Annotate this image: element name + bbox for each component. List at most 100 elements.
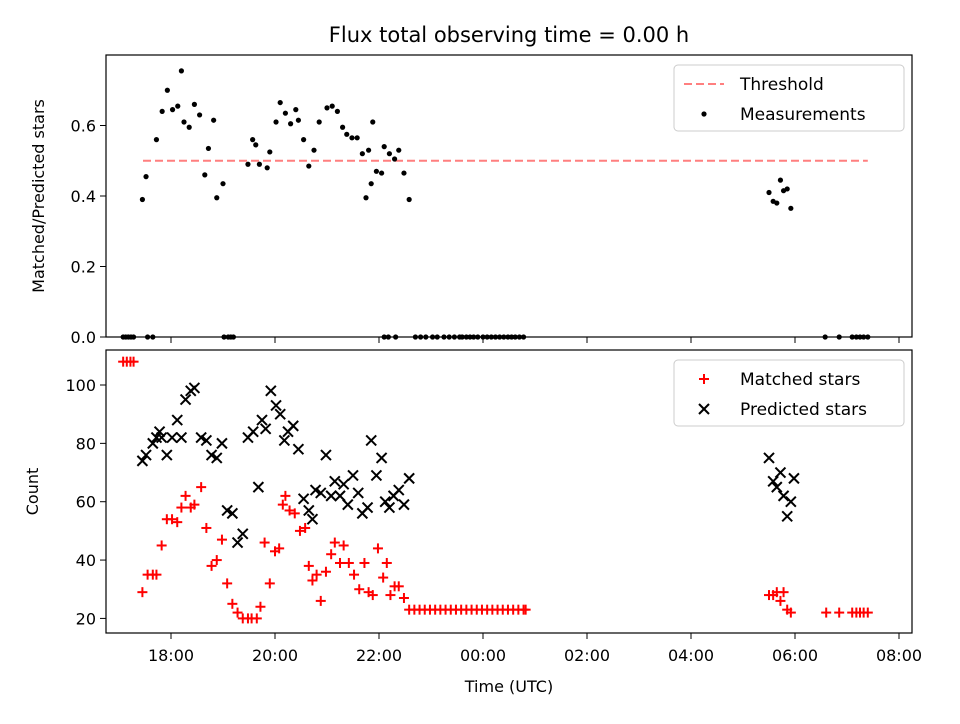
data-point	[267, 149, 273, 155]
data-point	[150, 431, 163, 444]
data-point	[274, 543, 285, 554]
data-point	[354, 135, 360, 141]
data-point	[403, 472, 415, 485]
data-point	[337, 478, 350, 490]
data-point	[180, 490, 191, 501]
data-point-stroke	[188, 382, 201, 394]
data-point-stroke	[329, 475, 341, 487]
data-point	[265, 385, 277, 397]
data-point	[329, 537, 340, 548]
data-point	[367, 590, 378, 601]
data-point	[834, 607, 845, 618]
data-point	[329, 103, 335, 109]
data-point	[188, 382, 201, 394]
legend-matched-swatch	[699, 374, 709, 384]
data-point	[781, 510, 793, 523]
data-point-stroke	[370, 469, 383, 482]
series-measurements	[120, 68, 871, 340]
data-point-stroke	[309, 484, 322, 496]
data-point	[284, 505, 295, 516]
data-point	[178, 68, 184, 74]
data-point	[287, 420, 299, 432]
data-point	[250, 137, 256, 143]
data-point	[315, 595, 326, 606]
data-point-stroke	[315, 487, 327, 499]
data-point	[255, 601, 266, 612]
data-point-stroke	[211, 452, 223, 464]
data-point	[821, 607, 832, 618]
data-point	[378, 572, 389, 583]
data-point	[264, 165, 270, 171]
data-point	[354, 584, 365, 595]
legend-swatch-stroke	[698, 403, 710, 415]
data-point	[140, 449, 152, 461]
data-point	[232, 607, 243, 618]
legend-label: Predicted stars	[740, 400, 867, 420]
data-point-stroke	[179, 393, 192, 406]
data-point	[359, 151, 365, 157]
x-tick-label: 04:00	[668, 646, 714, 665]
data-point-stroke	[292, 443, 305, 455]
data-point-stroke	[325, 490, 337, 502]
data-point-stroke	[398, 498, 410, 511]
y-tick-label: 0.2	[71, 258, 96, 277]
data-point	[763, 452, 775, 464]
data-point	[311, 569, 322, 580]
data-point	[342, 498, 354, 511]
data-point	[294, 525, 305, 536]
x-tick-label: 00:00	[460, 646, 506, 665]
data-point-stroke	[221, 504, 233, 517]
legend: Matched stars Predicted stars	[673, 359, 905, 427]
data-point	[306, 513, 319, 525]
data-point	[205, 145, 212, 152]
data-point	[252, 481, 265, 493]
data-point-stroke	[278, 434, 291, 447]
data-point	[329, 475, 341, 487]
data-point	[365, 434, 377, 447]
y-axis-label: Matched/Predicted stars	[29, 99, 48, 293]
data-point	[375, 452, 388, 464]
data-point	[324, 105, 330, 111]
data-point-stroke	[153, 425, 166, 438]
data-point	[278, 434, 291, 447]
data-point	[393, 581, 404, 592]
data-point	[137, 587, 148, 598]
data-point	[320, 566, 331, 577]
data-point-stroke	[237, 528, 249, 540]
data-point	[226, 507, 239, 520]
data-point	[156, 540, 167, 551]
data-point-stroke	[334, 490, 346, 502]
data-point-stroke	[216, 437, 228, 450]
data-point	[370, 469, 383, 482]
data-point	[297, 493, 310, 505]
data-point	[352, 487, 364, 499]
data-point	[289, 508, 300, 519]
data-point	[206, 560, 217, 571]
data-point	[191, 101, 197, 107]
data-point	[303, 504, 315, 517]
data-point	[245, 161, 251, 167]
data-point-stroke	[265, 385, 277, 397]
data-point-stroke	[361, 501, 374, 514]
data-point-stroke	[781, 510, 793, 523]
data-point	[315, 487, 327, 499]
legend-label: Measurements	[740, 105, 866, 125]
data-point	[273, 119, 279, 125]
data-point	[221, 504, 233, 517]
data-point	[784, 186, 790, 192]
data-point	[155, 431, 168, 444]
data-point-stroke	[320, 449, 332, 461]
data-point	[320, 449, 332, 461]
data-point	[325, 490, 337, 502]
data-point	[222, 578, 233, 589]
data-point	[200, 434, 213, 447]
data-point	[253, 142, 259, 148]
data-point	[176, 502, 187, 513]
legend: Threshold Measurements	[673, 64, 905, 132]
x-tick-label: 02:00	[564, 646, 610, 665]
data-point-stroke	[393, 484, 405, 496]
data-point	[316, 119, 322, 125]
data-point	[359, 557, 370, 568]
data-point-stroke	[763, 452, 775, 464]
data-point	[211, 117, 217, 123]
